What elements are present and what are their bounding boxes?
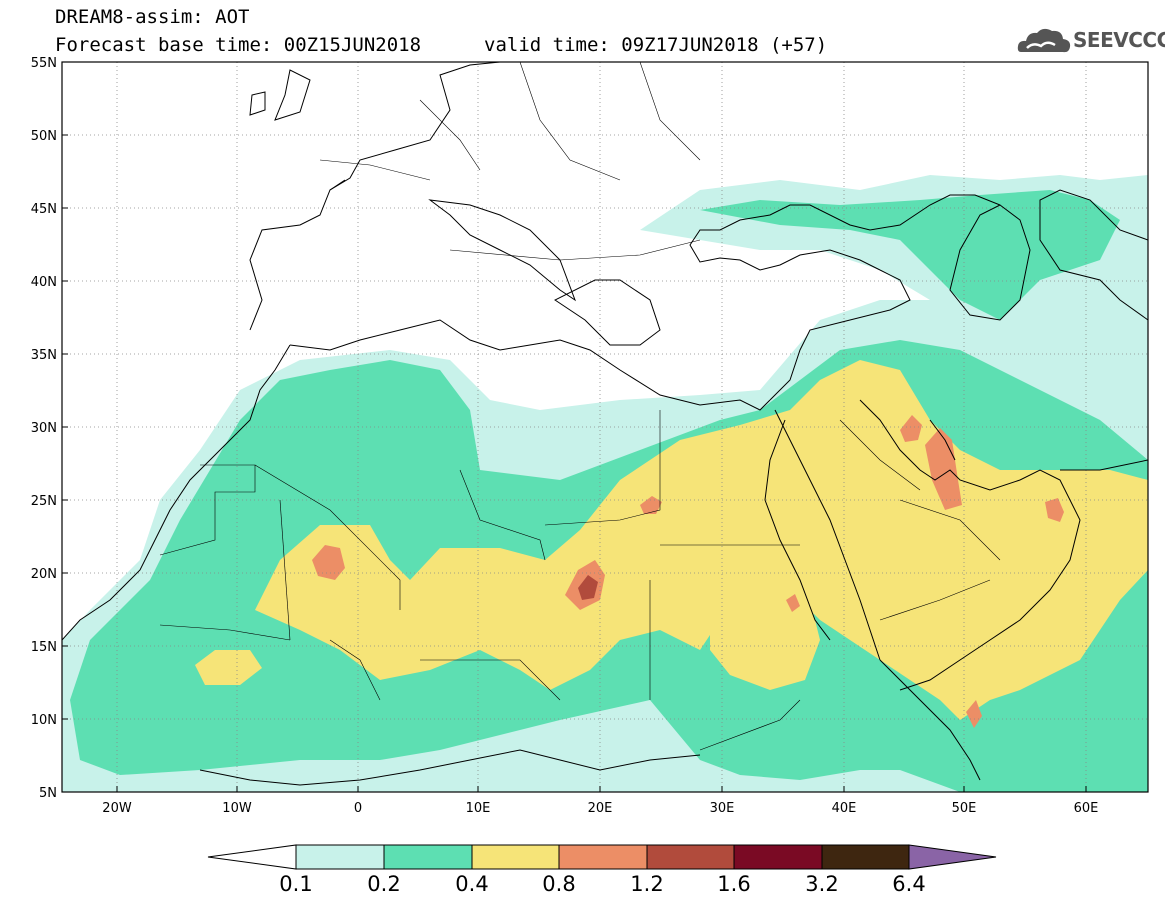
lon-label: 50E bbox=[952, 801, 977, 816]
colorbar-over-arrow bbox=[908, 844, 997, 870]
lat-label: 25N bbox=[31, 494, 57, 509]
colorbar-swatch bbox=[471, 844, 560, 870]
colorbar-label: 0.4 bbox=[455, 872, 489, 896]
lat-label: 5N bbox=[39, 786, 57, 801]
colorbar-swatch bbox=[646, 844, 735, 870]
colorbar-swatch bbox=[295, 844, 385, 870]
country-borders bbox=[159, 62, 1001, 751]
lon-label: 10E bbox=[466, 801, 491, 816]
colorbar-label: 6.4 bbox=[892, 872, 926, 896]
tick-marks bbox=[62, 61, 1087, 793]
lon-label: 10W bbox=[222, 801, 252, 816]
lon-label: 0 bbox=[354, 801, 362, 816]
aot-level-0.8-somalia bbox=[966, 700, 982, 728]
lat-label: 50N bbox=[31, 129, 57, 144]
latitude-labels: 5N 10N 15N 20N 25N 30N 35N 40N 45N 50N 5… bbox=[31, 56, 57, 801]
colorbar-label: 0.8 bbox=[542, 872, 576, 896]
colorbar-swatch bbox=[383, 844, 473, 870]
lat-label: 40N bbox=[31, 275, 57, 290]
forecast-base-time: Forecast base time: 00Z15JUN2018 bbox=[55, 34, 422, 56]
lat-label: 30N bbox=[31, 421, 57, 436]
map-title: DREAM8-assim: AOT bbox=[55, 6, 250, 28]
lat-label: 20N bbox=[31, 567, 57, 582]
aot-level-1.2-chad bbox=[578, 575, 598, 600]
aot-level-0.8-arabia bbox=[925, 428, 962, 510]
aot-level-0.8-libya bbox=[640, 496, 662, 514]
lat-label: 35N bbox=[31, 348, 57, 363]
cloud-logo-icon bbox=[1017, 28, 1071, 53]
colorbar bbox=[207, 844, 997, 870]
colorbar-swatch bbox=[558, 844, 648, 870]
aot-level-0.8-iraq bbox=[900, 415, 922, 442]
longitude-labels: 20W 10W 0 10E 20E 30E 40E 50E 60E bbox=[102, 801, 1098, 816]
lon-label: 30E bbox=[710, 801, 735, 816]
lon-label: 60E bbox=[1074, 801, 1099, 816]
aot-level-0.8-mali bbox=[312, 545, 345, 580]
lon-label: 40E bbox=[832, 801, 857, 816]
colorbar-label: 1.6 bbox=[717, 872, 751, 896]
lat-label: 45N bbox=[31, 202, 57, 217]
colorbar-under-arrow bbox=[207, 844, 297, 870]
aot-level-0.2-caucasus bbox=[700, 190, 1120, 320]
coastlines bbox=[62, 62, 1148, 786]
colorbar-swatch bbox=[733, 844, 823, 870]
lat-label: 55N bbox=[31, 56, 57, 71]
colorbar-swatch bbox=[821, 844, 910, 870]
colorbar-label: 1.2 bbox=[630, 872, 664, 896]
lon-label: 20W bbox=[102, 801, 132, 816]
lon-label: 20E bbox=[588, 801, 613, 816]
valid-time: valid time: 09Z17JUN2018 (+57) bbox=[484, 34, 828, 56]
lat-label: 10N bbox=[31, 713, 57, 728]
aot-level-0.8-ethiopia bbox=[786, 594, 800, 612]
aot-field bbox=[62, 175, 1148, 792]
aot-level-0.4-sahel bbox=[195, 650, 262, 685]
colorbar-label: 0.1 bbox=[279, 872, 313, 896]
colorbar-label: 0.2 bbox=[367, 872, 401, 896]
colorbar-label: 3.2 bbox=[805, 872, 839, 896]
aot-level-0.8-oman bbox=[1045, 498, 1064, 522]
logo-text: SEEVCCC bbox=[1073, 28, 1165, 52]
lat-label: 15N bbox=[31, 640, 57, 655]
